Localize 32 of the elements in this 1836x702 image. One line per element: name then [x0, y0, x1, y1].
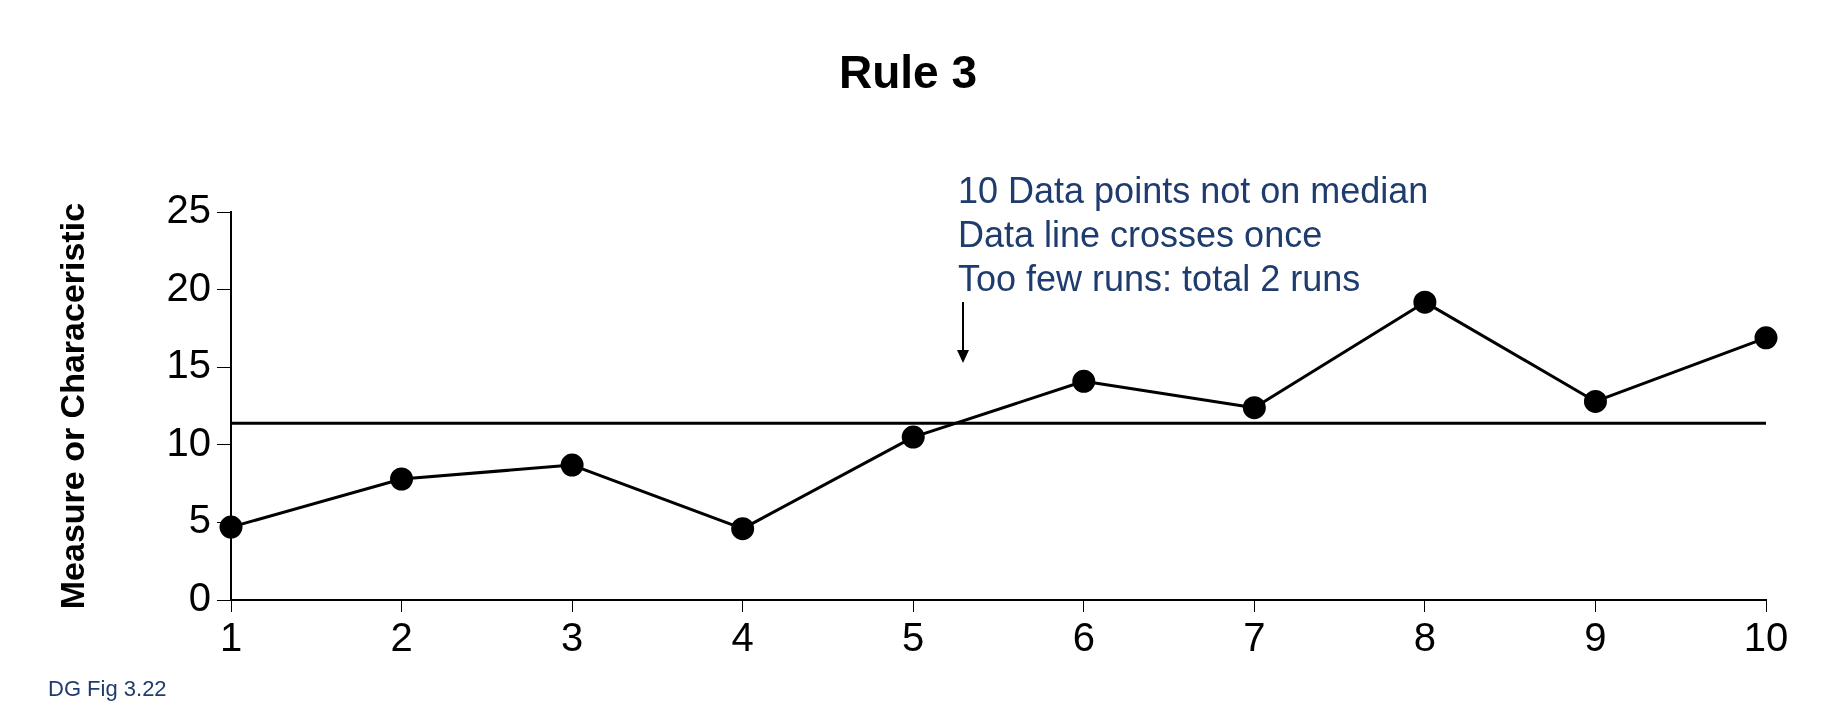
y-axis-title: Measure or Characeristic	[52, 202, 91, 610]
annotation: Too few runs: total 2 runs	[958, 257, 1361, 299]
y-tick-label: 10	[166, 419, 211, 464]
point	[390, 467, 414, 491]
x-tick-label: 9	[1584, 615, 1607, 660]
x-tick-label: 2	[390, 615, 413, 660]
text: 10 Data points not on median	[958, 169, 1429, 211]
x-tick-label: 1	[219, 615, 243, 660]
point	[731, 517, 755, 541]
y-tick-label: 20	[166, 264, 211, 309]
x-tick-label: 3	[560, 615, 584, 660]
point	[901, 425, 925, 449]
text: DG Fig 3.22	[48, 676, 167, 702]
x-tick-label: 5	[902, 615, 925, 660]
point	[1072, 369, 1096, 393]
x-tick-label: 10	[1743, 615, 1789, 660]
y-tick-label: 25	[166, 187, 211, 232]
point	[1242, 396, 1266, 420]
point	[1583, 389, 1607, 413]
x-tick-label: 6	[1072, 615, 1095, 660]
point	[219, 515, 243, 539]
x-tick-label: 7	[1243, 615, 1266, 660]
x-tick-label: 8	[1413, 615, 1437, 660]
point	[1413, 290, 1437, 314]
y-tick-label: 15	[166, 342, 211, 387]
y-tick-label: 0	[188, 575, 211, 620]
chart-title: Rule 3	[838, 46, 978, 99]
point	[1754, 326, 1778, 350]
y-tick-label: 5	[188, 497, 211, 542]
annotation: Data line crosses once	[958, 213, 1323, 255]
point	[560, 453, 584, 477]
x-tick-label: 4	[731, 615, 754, 660]
